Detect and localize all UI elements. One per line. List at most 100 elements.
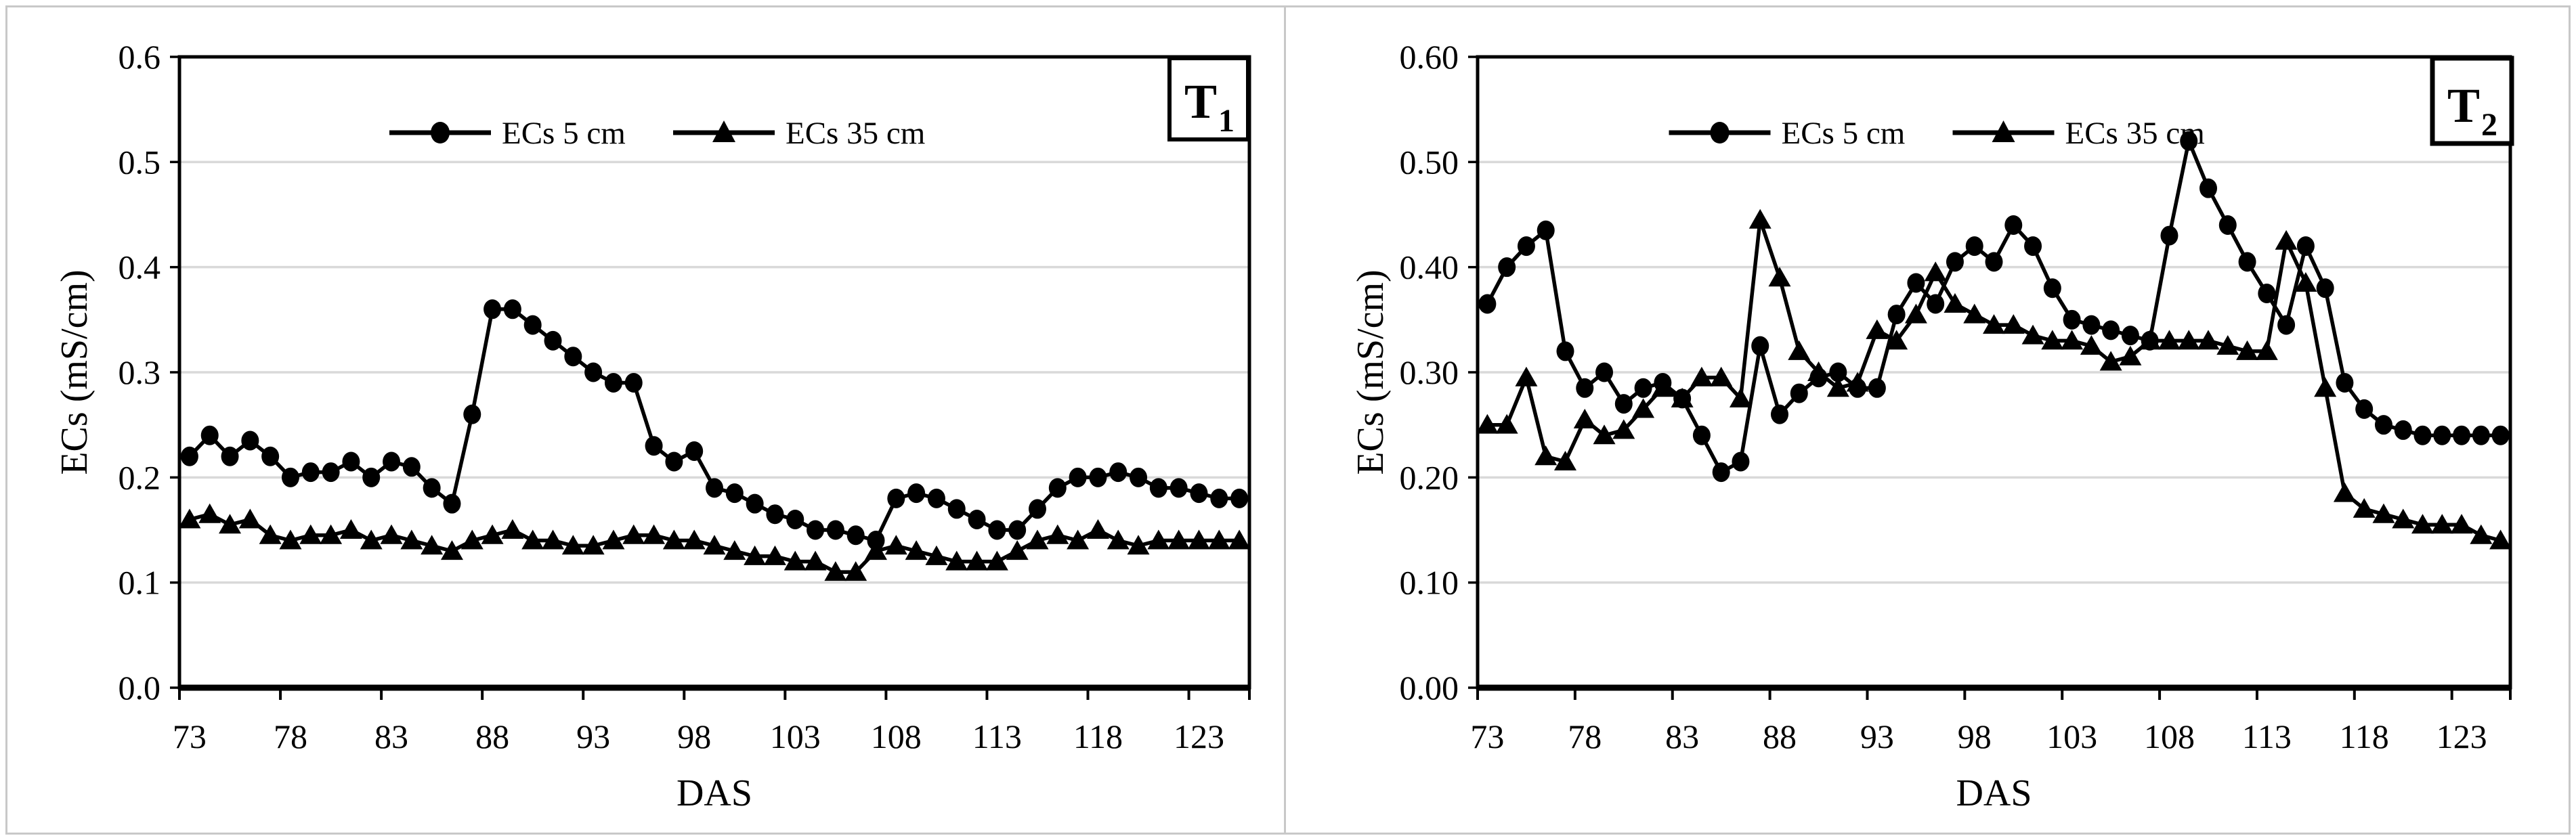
- legend-circle-icon: [431, 122, 450, 143]
- triangle-marker: [2041, 330, 2064, 350]
- x-tick-label: 78: [274, 717, 307, 755]
- circle-marker: [746, 493, 764, 514]
- triangle-marker: [884, 535, 907, 555]
- x-axis-title: DAS: [1956, 772, 2032, 814]
- triangle-marker: [460, 529, 484, 550]
- triangle-marker: [2294, 271, 2317, 292]
- circle-marker: [463, 404, 481, 424]
- triangle-marker: [1788, 340, 1811, 360]
- circle-marker: [1130, 467, 1148, 487]
- panel-background: [1288, 0, 2576, 840]
- x-tick-label: 78: [1568, 717, 1602, 755]
- circle-marker: [1556, 341, 1574, 361]
- triangle-marker: [1534, 445, 1558, 466]
- triangle-marker: [582, 535, 605, 555]
- triangle-marker: [219, 514, 242, 534]
- triangle-marker: [1748, 208, 1772, 229]
- triangle-marker: [2119, 345, 2142, 366]
- x-tick-label: 118: [2340, 717, 2389, 755]
- x-tick-label: 93: [1860, 717, 1894, 755]
- circle-marker: [523, 315, 542, 335]
- panel-divider: [1284, 7, 1286, 833]
- circle-marker: [564, 347, 582, 367]
- triangle-marker: [1026, 529, 1049, 550]
- triangle-marker: [1632, 398, 1655, 418]
- triangle-marker: [1187, 529, 1210, 550]
- panel-label-main: T: [2447, 79, 2480, 133]
- y-axis-title: ECs (mS/cm): [1350, 269, 1392, 474]
- circle-marker: [1887, 305, 1906, 325]
- triangle-marker: [2080, 335, 2103, 355]
- triangle-marker: [2450, 514, 2473, 534]
- triangle-marker: [783, 550, 807, 571]
- circle-marker: [2277, 315, 2296, 335]
- triangle-marker: [2372, 503, 2395, 523]
- y-axis-ticks: [170, 56, 179, 689]
- triangle-marker: [1944, 293, 1967, 313]
- circle-marker: [887, 488, 905, 508]
- x-tick-label: 108: [871, 717, 922, 755]
- circle-marker: [1770, 404, 1788, 424]
- y-tick-label: 0.2: [119, 458, 161, 496]
- triangle-marker: [1866, 319, 1889, 339]
- circle-marker: [200, 425, 219, 445]
- triangle-marker: [1710, 366, 1733, 386]
- triangle-marker: [2139, 330, 2162, 350]
- y-tick-label: 0.10: [1400, 564, 1459, 602]
- x-tick-label: 103: [770, 717, 821, 755]
- triangle-marker: [178, 508, 201, 529]
- panel-label-sub: 2: [2481, 107, 2497, 143]
- legend-triangle-icon: [712, 120, 735, 142]
- y-tick-labels: 0.00 0.10 0.20 0.30 0.40 0.50 0.60: [1400, 38, 1459, 707]
- circle-marker: [1149, 478, 1167, 498]
- triangle-marker: [2430, 514, 2453, 534]
- circle-marker: [402, 457, 421, 477]
- triangle-marker: [1495, 414, 1518, 434]
- circle-marker: [685, 441, 704, 461]
- triangle-marker: [521, 529, 544, 550]
- triangle-marker: [2333, 482, 2356, 502]
- triangle-marker: [1885, 330, 1908, 350]
- y-tick-labels: 0.0 0.1 0.2 0.3 0.4 0.5 0.6: [119, 38, 161, 707]
- triangle-marker: [2275, 229, 2298, 250]
- triangle-marker: [400, 529, 423, 550]
- triangle-marker: [198, 503, 221, 523]
- circle-marker: [2218, 215, 2237, 236]
- triangle-marker: [440, 540, 463, 560]
- y-tick-label: 0.40: [1400, 248, 1459, 286]
- triangle-marker: [2061, 330, 2084, 350]
- circle-marker: [2453, 425, 2471, 445]
- triangle-marker: [1983, 314, 2005, 334]
- circle-marker: [725, 483, 744, 504]
- circle-marker: [1089, 467, 1107, 487]
- circle-marker: [1069, 467, 1087, 487]
- circle-marker: [766, 504, 784, 525]
- triangle-marker: [1963, 303, 1986, 324]
- triangle-marker: [2099, 351, 2122, 371]
- triangle-marker: [1147, 529, 1170, 550]
- triangle-marker: [703, 535, 726, 555]
- triangle-marker: [985, 550, 1008, 571]
- circle-marker: [383, 451, 401, 472]
- triangle-marker: [279, 529, 302, 550]
- legend-label: ECs 35 cm: [2065, 116, 2205, 151]
- legend-label: ECs 35 cm: [786, 116, 925, 151]
- gridlines: [1478, 160, 2510, 584]
- panel-label-main: T: [1184, 74, 1217, 129]
- x-tick-label: 123: [1174, 717, 1224, 755]
- circle-marker: [342, 451, 360, 472]
- legend: ECs 5 cm ECs 35 cm: [1669, 116, 2205, 151]
- triangle-marker: [1924, 261, 1947, 282]
- x-tick-label: 98: [677, 717, 711, 755]
- circle-marker: [1190, 483, 1208, 504]
- series-ecs-35cm: [1476, 208, 2512, 550]
- circle-marker: [180, 446, 198, 466]
- y-tick-label: 0.1: [119, 564, 161, 602]
- triangle-marker: [1846, 372, 1869, 392]
- x-tick-label: 103: [2046, 717, 2097, 755]
- triangle-marker: [1228, 529, 1251, 550]
- circle-marker: [1927, 294, 1945, 314]
- triangle-marker: [864, 540, 887, 560]
- circle-marker: [2160, 225, 2178, 246]
